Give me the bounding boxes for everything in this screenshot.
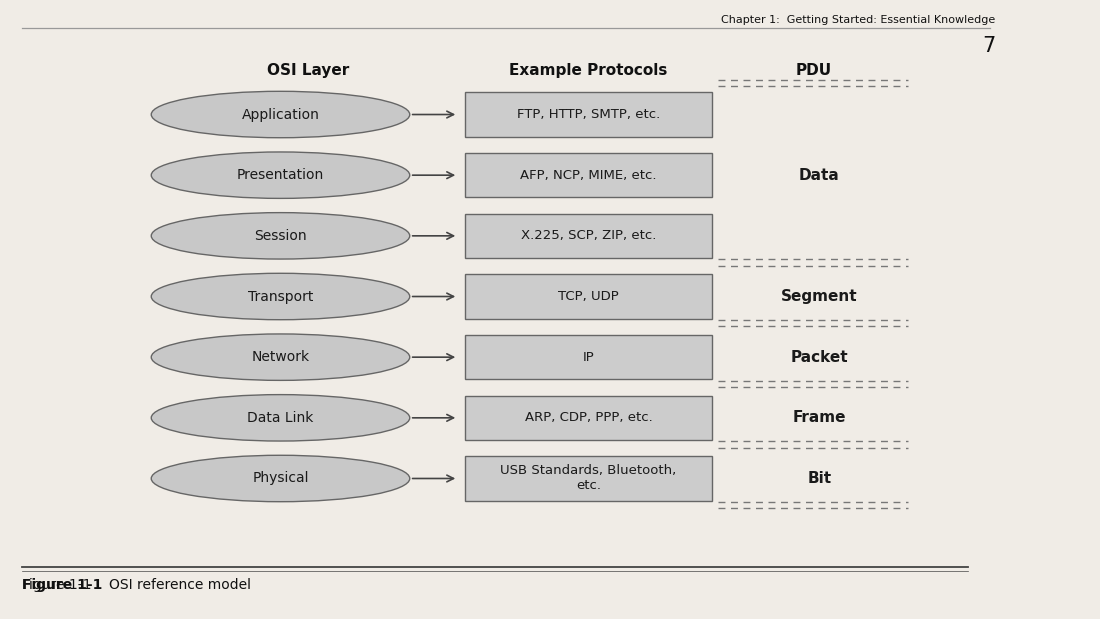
Text: Segment: Segment — [781, 289, 858, 304]
Text: Bit: Bit — [807, 471, 832, 486]
Text: Example Protocols: Example Protocols — [509, 63, 668, 78]
Ellipse shape — [152, 334, 409, 380]
Text: Data Link: Data Link — [248, 411, 314, 425]
Text: Presentation: Presentation — [236, 168, 324, 182]
Text: Network: Network — [252, 350, 309, 364]
Text: Chapter 1:  Getting Started: Essential Knowledge: Chapter 1: Getting Started: Essential Kn… — [722, 15, 996, 25]
Text: 7: 7 — [982, 36, 996, 56]
Text: PDU: PDU — [796, 63, 832, 78]
Text: Frame: Frame — [793, 410, 846, 425]
FancyBboxPatch shape — [465, 92, 713, 137]
Text: TCP, UDP: TCP, UDP — [558, 290, 619, 303]
Text: Data: Data — [799, 168, 840, 183]
Text: OSI Layer: OSI Layer — [267, 63, 349, 78]
Ellipse shape — [152, 456, 409, 502]
Text: Figure 1-1: Figure 1-1 — [22, 578, 102, 592]
Text: AFP, NCP, MIME, etc.: AFP, NCP, MIME, etc. — [520, 168, 657, 182]
Text: X.225, SCP, ZIP, etc.: X.225, SCP, ZIP, etc. — [520, 229, 657, 243]
Ellipse shape — [152, 152, 409, 198]
Text: Transport: Transport — [248, 290, 314, 303]
FancyBboxPatch shape — [465, 153, 713, 197]
Text: Physical: Physical — [252, 472, 309, 485]
Text: Figure 1-1    OSI reference model: Figure 1-1 OSI reference model — [22, 578, 251, 592]
Ellipse shape — [152, 213, 409, 259]
Text: Packet: Packet — [791, 350, 848, 365]
FancyBboxPatch shape — [465, 214, 713, 258]
Text: Session: Session — [254, 229, 307, 243]
Text: Application: Application — [242, 108, 319, 121]
FancyBboxPatch shape — [465, 396, 713, 440]
FancyBboxPatch shape — [465, 335, 713, 379]
FancyBboxPatch shape — [465, 274, 713, 319]
Ellipse shape — [152, 91, 409, 138]
Text: FTP, HTTP, SMTP, etc.: FTP, HTTP, SMTP, etc. — [517, 108, 660, 121]
Ellipse shape — [152, 395, 409, 441]
Ellipse shape — [152, 274, 409, 319]
Text: ARP, CDP, PPP, etc.: ARP, CDP, PPP, etc. — [525, 411, 652, 425]
FancyBboxPatch shape — [465, 456, 713, 501]
Text: IP: IP — [583, 350, 594, 364]
Text: USB Standards, Bluetooth,
etc.: USB Standards, Bluetooth, etc. — [500, 464, 676, 493]
